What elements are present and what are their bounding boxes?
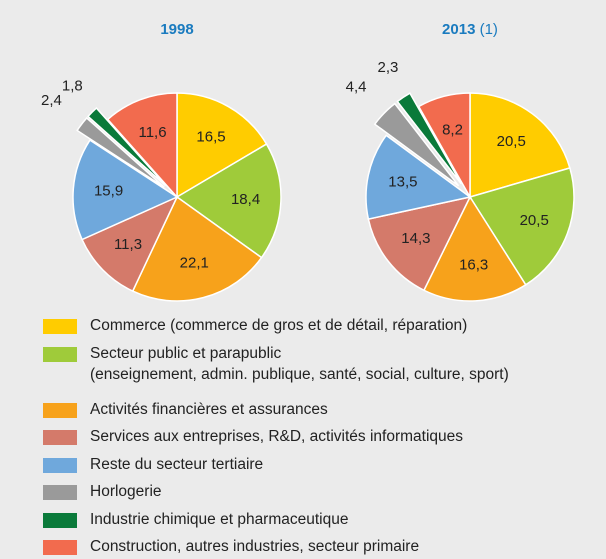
legend-swatch [43, 512, 77, 528]
chart-title: 1998 [160, 21, 193, 38]
value-label: 15,9 [94, 183, 123, 200]
slice [81, 195, 179, 293]
value-label: 8,2 [442, 122, 463, 139]
value-label: 13,5 [388, 174, 417, 191]
legend-label: Reste du secteur tertiaire [90, 455, 264, 473]
title: 2013 [442, 21, 475, 38]
title-note: (1) [480, 21, 498, 38]
value-label: 18,4 [231, 191, 260, 208]
legend-label: Horlogerie [90, 483, 162, 500]
value-label: 14,3 [401, 230, 430, 247]
legend-swatch [43, 402, 77, 418]
charts: 1998 16,5 18,4 22,1 11,3 15,9 2,41,8 11,6 2013 (… [41, 21, 575, 302]
legend-swatch [43, 319, 77, 334]
slice [175, 143, 282, 259]
legend-swatch [43, 485, 77, 500]
value-label: 11,3 [114, 236, 142, 253]
slice [176, 92, 268, 199]
value-label: 20,5 [520, 212, 549, 229]
legend-swatch [43, 540, 77, 555]
slice [469, 92, 571, 198]
slice [365, 134, 472, 220]
legend-label: Secteur public et parapublic (enseigneme… [90, 344, 509, 383]
legend-label: Services aux entreprises, R&D, activités… [90, 428, 464, 445]
value-label: 4,4 [346, 79, 367, 96]
value-label: 16,3 [459, 257, 488, 274]
slice [422, 195, 527, 302]
value-label: 20,5 [497, 133, 526, 150]
value-label: 2,3 [378, 59, 399, 76]
slice [417, 92, 471, 200]
slice [87, 107, 167, 187]
value-label: 2,4 [41, 92, 62, 109]
value-label: 16,5 [196, 128, 225, 145]
legend-swatch [43, 430, 77, 445]
slice [396, 92, 462, 185]
title: 1998 [160, 21, 193, 38]
legend-label: Construction, autres industries, secteur… [90, 538, 420, 555]
value-label: 11,6 [138, 124, 166, 141]
legend-label: Activités financières et assurances [90, 400, 328, 418]
legend-swatch [43, 346, 77, 362]
legend-swatch [43, 457, 77, 473]
slice [367, 195, 472, 292]
slice [373, 102, 460, 187]
legend-label: Commerce (commerce de gros et de détail,… [90, 317, 468, 334]
chart-title: 2013 (1) [442, 21, 498, 38]
slice [106, 92, 178, 199]
slice [468, 167, 575, 286]
slice [72, 139, 179, 241]
value-label: 1,8 [62, 77, 83, 94]
slice [76, 116, 165, 188]
value-label: 22,1 [180, 254, 209, 271]
legend-label: Industrie chimique et pharmaceutique [90, 510, 349, 528]
